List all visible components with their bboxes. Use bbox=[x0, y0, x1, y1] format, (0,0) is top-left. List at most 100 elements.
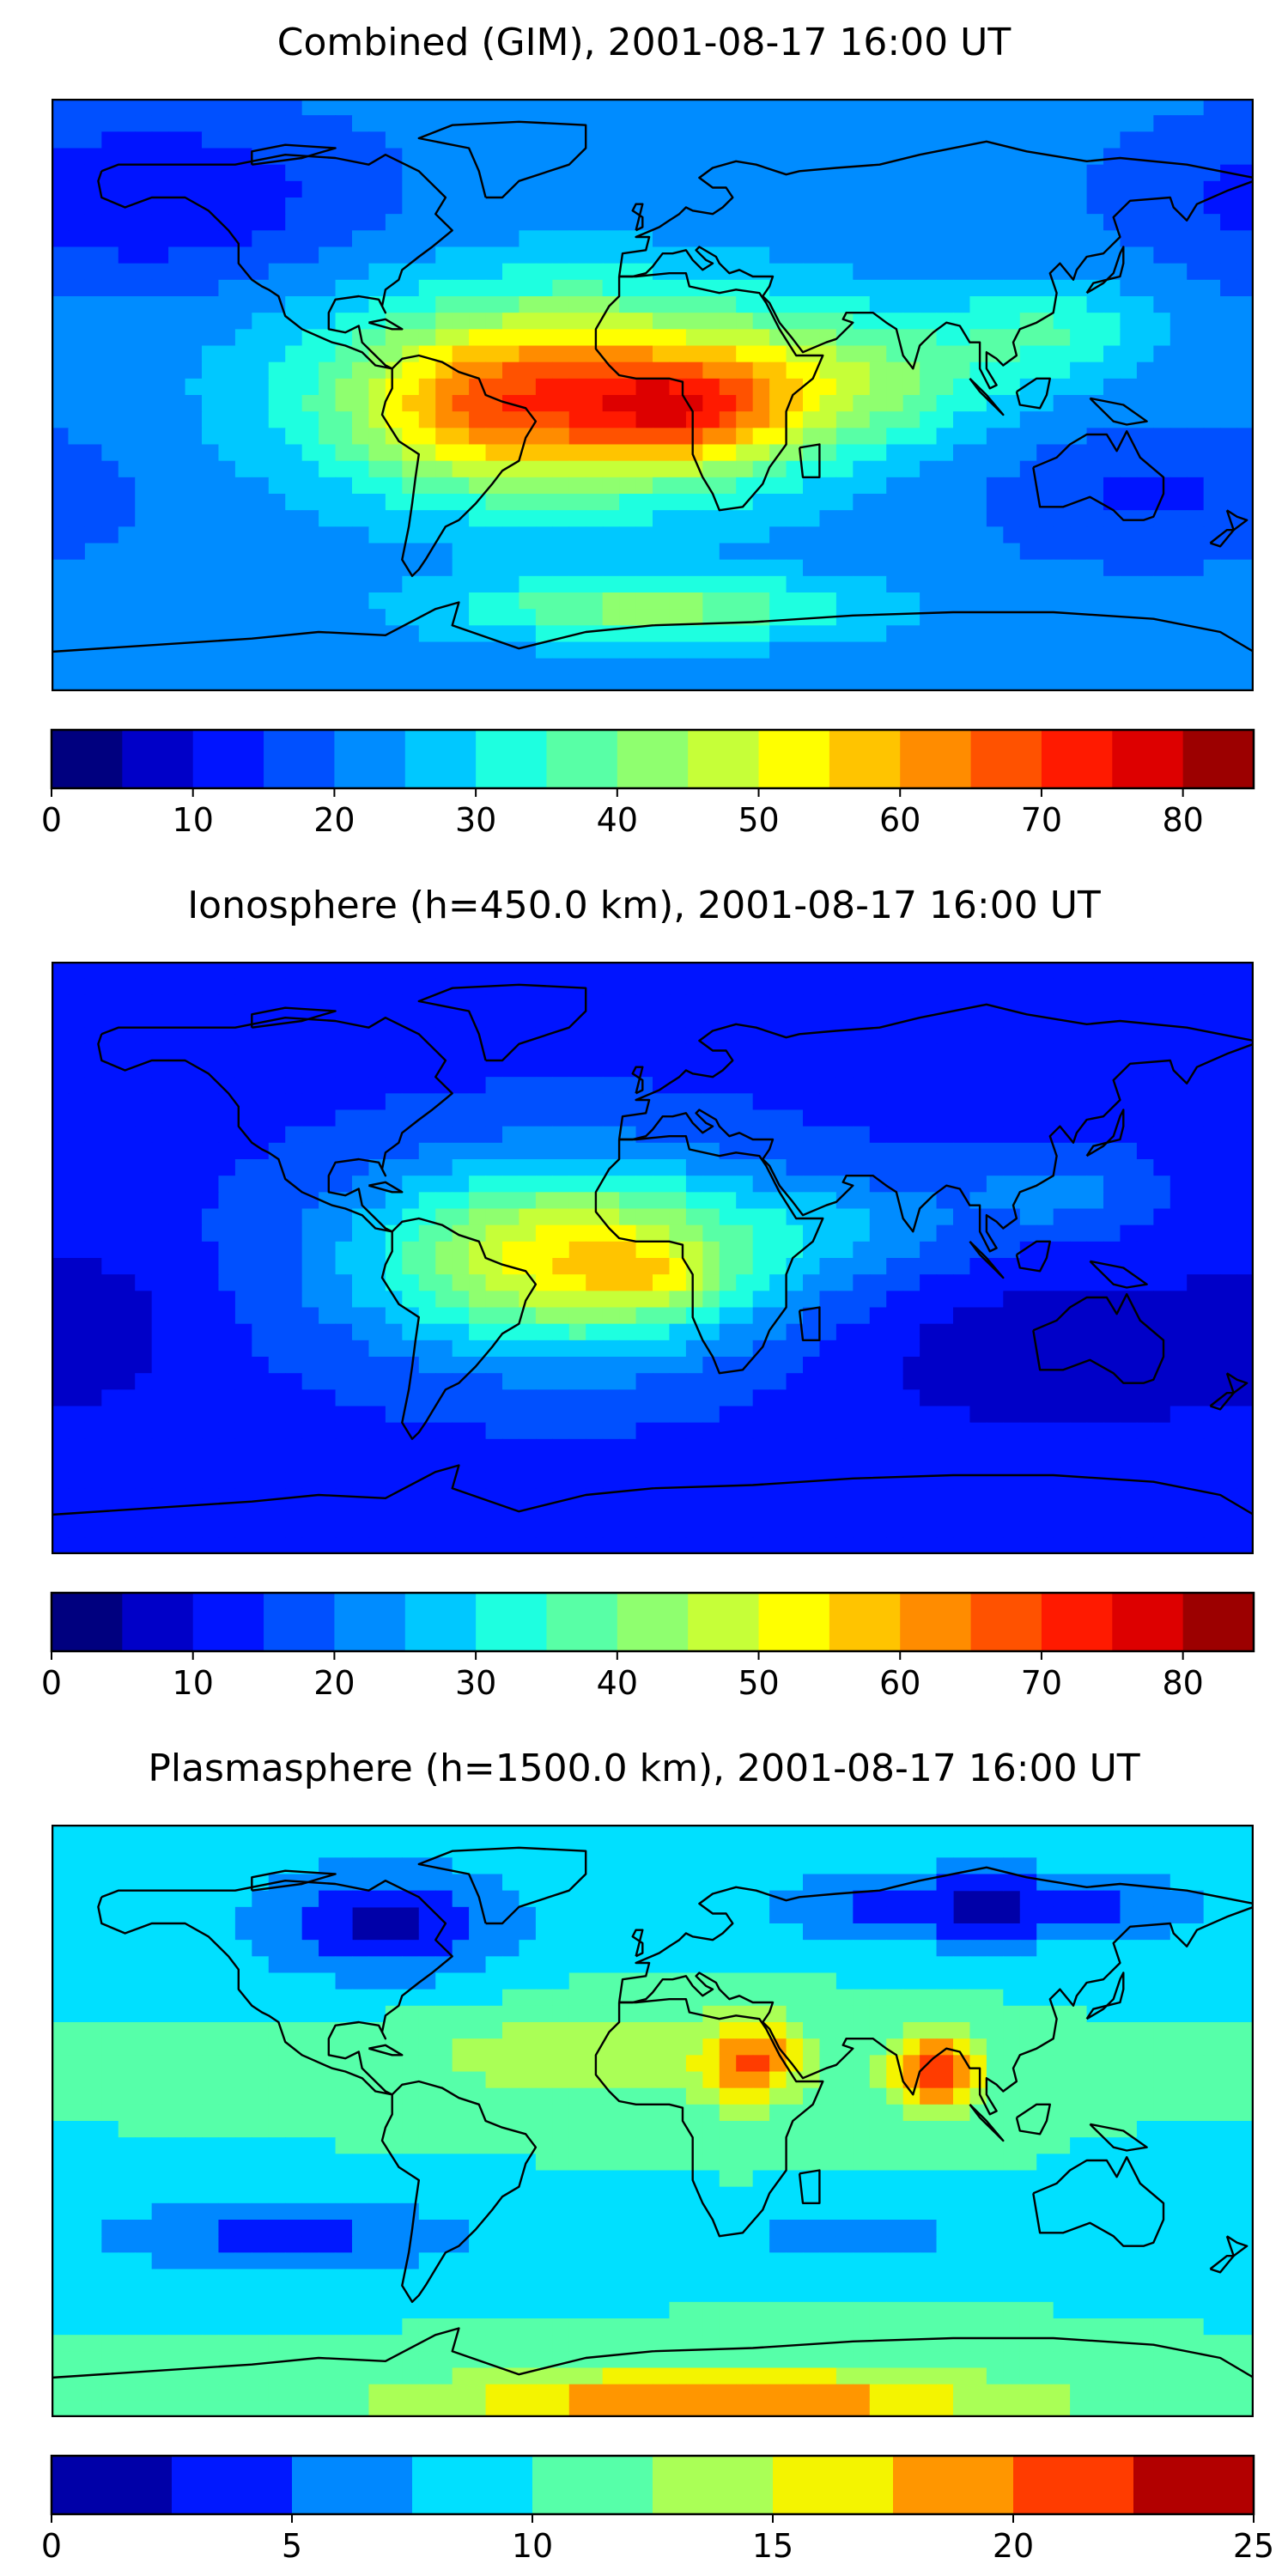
tec-cell bbox=[786, 543, 804, 561]
tec-cell bbox=[1187, 1258, 1205, 1275]
tec-cell bbox=[736, 99, 754, 116]
tec-cell bbox=[1086, 378, 1104, 396]
tec-cell bbox=[68, 477, 86, 495]
tec-cell bbox=[335, 230, 353, 248]
tec-cell bbox=[1220, 543, 1238, 561]
tec-cell bbox=[1019, 1093, 1037, 1111]
tec-cell bbox=[335, 1422, 353, 1440]
tec-cell bbox=[385, 1274, 403, 1291]
tec-cell bbox=[234, 1389, 252, 1407]
tec-cell bbox=[234, 494, 252, 511]
tec-cell bbox=[786, 592, 804, 610]
tec-cell bbox=[1170, 526, 1188, 544]
tec-cell bbox=[234, 1455, 252, 1473]
tec-cell bbox=[685, 1307, 703, 1325]
tec-cell bbox=[84, 1472, 102, 1489]
tec-cell bbox=[1103, 1406, 1121, 1424]
tec-cell bbox=[752, 994, 770, 1012]
tec-cell bbox=[1203, 99, 1221, 116]
tec-cell bbox=[135, 296, 153, 313]
tec-cell bbox=[986, 1438, 1004, 1456]
tec-cell bbox=[1086, 296, 1104, 313]
tec-cell bbox=[702, 99, 720, 116]
tec-cell bbox=[52, 411, 70, 428]
tec-cell bbox=[769, 345, 787, 363]
tec-cell bbox=[769, 641, 787, 659]
tec-cell bbox=[151, 1373, 169, 1390]
tec-cell bbox=[151, 1406, 169, 1424]
tec-cell bbox=[986, 1373, 1004, 1390]
tec-cell bbox=[819, 1274, 837, 1291]
tec-cell bbox=[352, 559, 370, 577]
tec-cell bbox=[719, 592, 737, 610]
tec-cell bbox=[602, 575, 620, 593]
tec-cell bbox=[68, 1438, 86, 1456]
tec-cell bbox=[819, 99, 837, 116]
tec-cell bbox=[1203, 1455, 1221, 1473]
tec-cell bbox=[1236, 1093, 1254, 1111]
tec-cell bbox=[1220, 131, 1238, 149]
tec-cell bbox=[702, 148, 720, 166]
tec-cell bbox=[568, 994, 586, 1012]
tec-cell bbox=[385, 575, 403, 593]
tec-cell bbox=[653, 994, 671, 1012]
tec-cell bbox=[1053, 1224, 1071, 1242]
tec-cell bbox=[1103, 1159, 1121, 1176]
tec-cell bbox=[635, 428, 653, 446]
tec-cell bbox=[1153, 625, 1171, 643]
tec-cell bbox=[936, 978, 954, 995]
tec-cell bbox=[485, 1060, 503, 1078]
tec-cell bbox=[619, 543, 637, 561]
tec-cell bbox=[101, 345, 119, 363]
tec-cell bbox=[1086, 1192, 1104, 1210]
tec-cell bbox=[1203, 575, 1221, 593]
tec-cell bbox=[719, 115, 737, 132]
tec-cell bbox=[1019, 674, 1037, 691]
tec-cell bbox=[135, 263, 153, 281]
tec-cell bbox=[151, 329, 169, 347]
tec-cell bbox=[385, 1027, 403, 1045]
tec-cell bbox=[669, 962, 687, 979]
tec-cell bbox=[1019, 1258, 1037, 1275]
tec-cell bbox=[319, 1077, 337, 1094]
tec-cell bbox=[218, 411, 236, 428]
tec-cell bbox=[1170, 1077, 1188, 1094]
tec-cell bbox=[151, 361, 169, 380]
tec-cell bbox=[653, 1422, 671, 1440]
tec-cell bbox=[752, 1438, 770, 1456]
tec-cell bbox=[853, 329, 871, 347]
tec-cell bbox=[803, 1389, 821, 1407]
colorbar-frame bbox=[50, 728, 1255, 790]
tec-cell bbox=[819, 460, 837, 478]
tec-cell bbox=[1153, 978, 1171, 995]
tec-cell bbox=[234, 1291, 252, 1309]
tec-cell bbox=[819, 1060, 837, 1078]
tec-cell bbox=[352, 1109, 370, 1127]
tec-cell bbox=[268, 395, 286, 412]
tec-cell bbox=[385, 674, 403, 691]
tec-cell bbox=[68, 1455, 86, 1473]
tec-cell bbox=[1153, 1455, 1171, 1473]
tec-cell bbox=[886, 1258, 904, 1275]
tec-cell bbox=[385, 1307, 403, 1325]
tec-cell bbox=[68, 164, 86, 182]
tec-cell bbox=[602, 1291, 620, 1309]
tec-cell bbox=[653, 1455, 671, 1473]
tec-cell bbox=[402, 1093, 420, 1111]
tec-cell bbox=[920, 1406, 938, 1424]
tec-cell bbox=[218, 1373, 236, 1390]
tec-cell bbox=[1203, 444, 1221, 462]
tec-cell bbox=[469, 477, 487, 495]
tec-cell bbox=[268, 510, 286, 527]
tec-cell bbox=[335, 1192, 353, 1210]
tec-cell bbox=[452, 1340, 470, 1358]
tec-cell bbox=[151, 1389, 169, 1407]
tec-cell bbox=[619, 460, 637, 478]
tec-cell bbox=[1136, 329, 1154, 347]
tec-cell bbox=[936, 279, 954, 297]
tec-cell bbox=[1019, 1241, 1037, 1259]
tec-cell bbox=[502, 428, 520, 446]
tec-cell bbox=[1187, 148, 1205, 166]
tec-cell bbox=[1103, 378, 1121, 396]
tec-cell bbox=[234, 674, 252, 691]
